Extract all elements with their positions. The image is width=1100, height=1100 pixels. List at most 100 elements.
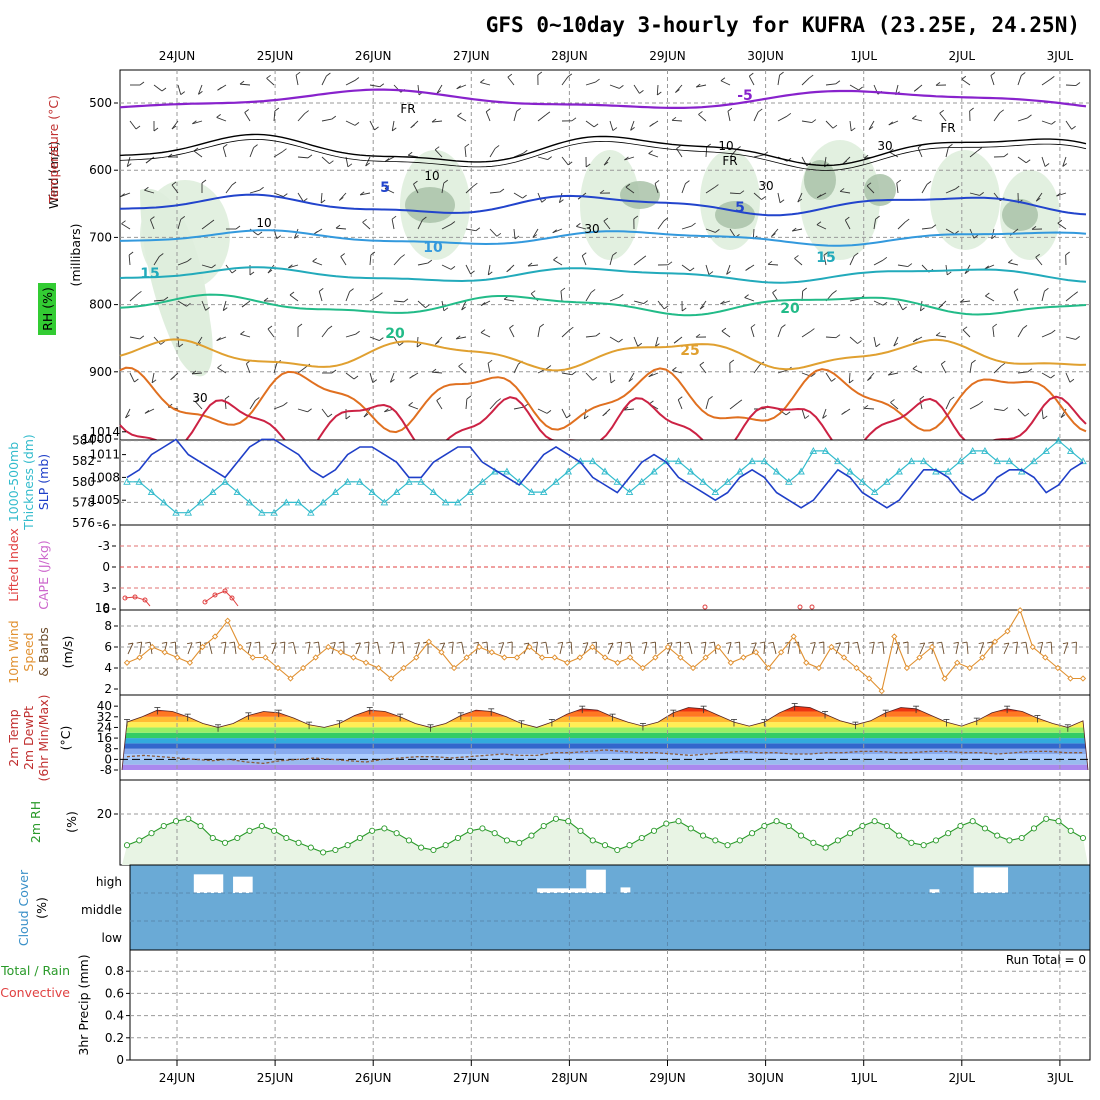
wind10-barb-flag	[1003, 642, 1009, 645]
wind10-barb-flag	[625, 641, 631, 644]
wind-barb-flag	[1062, 163, 1068, 167]
wind-barb-flag	[137, 290, 142, 295]
wind-barb	[888, 372, 899, 376]
wind-barb-flag	[1003, 407, 1009, 411]
rh2m-marker	[761, 822, 768, 830]
wind-barb-flag	[912, 115, 917, 119]
temperature-band	[122, 754, 1088, 760]
wind10-barb	[461, 642, 465, 655]
rh2m-marker	[1079, 834, 1087, 842]
wind-barb-flag	[810, 328, 815, 332]
wind-barb-flag	[850, 127, 856, 132]
wind-barb	[436, 400, 443, 410]
wind-barb	[537, 114, 547, 122]
wind-barb-flag	[581, 252, 587, 257]
rh2m-marker	[724, 842, 731, 849]
wind10-marker	[513, 654, 521, 661]
wind-barb	[609, 336, 619, 343]
wind-barb	[321, 118, 332, 122]
wind10-marker	[815, 664, 822, 672]
rh-blob	[930, 150, 1000, 250]
wind-barb	[794, 258, 803, 266]
wind-barb-flag	[464, 143, 470, 148]
wind-barb-flag	[757, 108, 763, 113]
wind-barb-flag	[685, 180, 690, 184]
rh2m-marker	[785, 822, 792, 830]
wind-barb	[485, 111, 491, 122]
wind-barb-flag	[349, 288, 354, 293]
wind10-barb-flag	[1020, 641, 1027, 644]
thickness-series	[127, 439, 1084, 514]
wind-barb	[507, 76, 515, 86]
wind10-marker	[1004, 628, 1011, 635]
wind-barb	[561, 329, 570, 338]
wind-barb	[321, 156, 330, 165]
wind-barb-flag	[409, 374, 414, 379]
wind-barb	[705, 187, 715, 194]
wind-barb	[360, 192, 371, 196]
wind10-barb-flag	[1071, 641, 1077, 644]
rh2m-marker	[638, 834, 645, 842]
wind10-barb-flag	[195, 641, 201, 644]
wind-barb-flag	[431, 368, 437, 373]
wind-barb-flag	[624, 156, 629, 161]
wind10-barb-flag	[818, 641, 824, 644]
thickness-marker	[368, 488, 376, 496]
temperature-band	[122, 748, 1088, 755]
lifted-index-tick-label: 3	[102, 581, 110, 595]
wind-barb-flag	[217, 86, 222, 91]
rh2m-marker	[1006, 837, 1013, 844]
bottom-date-label: 25JUN	[257, 1071, 294, 1085]
slp-ylabel: SLP (mb)	[36, 454, 51, 510]
instability-grid	[120, 525, 1090, 610]
wind-barb	[748, 75, 755, 86]
top-date-label: 25JUN	[257, 49, 294, 63]
temp2m-tick-label: 16	[97, 731, 112, 745]
wind10-barb-flag	[928, 641, 934, 644]
wind10-barb-flag	[523, 642, 529, 645]
wind-barb-flag	[990, 72, 996, 76]
thickness-marker	[564, 467, 572, 475]
wind-barb	[489, 191, 500, 194]
wind-barb	[391, 120, 395, 131]
wind10-marker	[186, 659, 194, 666]
wind-barb	[240, 333, 251, 338]
rh2m-marker	[552, 815, 560, 822]
thickness-marker	[270, 508, 278, 516]
wind-barb	[393, 336, 400, 346]
thickness-tick-label: 580	[72, 475, 95, 489]
rh2m-marker	[283, 834, 290, 842]
wind10-barb-flag	[768, 641, 774, 644]
wind-barb-flag	[186, 302, 191, 307]
top-date-label: 2JUL	[948, 49, 975, 63]
wind-barb-flag	[274, 107, 280, 112]
wind-barb	[750, 327, 755, 338]
wind-barb-flag	[379, 83, 385, 88]
thickness-marker	[209, 488, 217, 496]
wind-barb	[726, 264, 731, 275]
wind-barb	[558, 192, 563, 203]
wind10-marker	[136, 654, 143, 661]
wind-barb	[321, 75, 327, 86]
wind-barb	[962, 329, 971, 338]
wind-barb-flag	[961, 75, 967, 80]
wind-barb	[441, 224, 452, 230]
wind-barb-flag	[858, 86, 863, 91]
wind10-barb	[871, 642, 875, 655]
wind10-marker	[337, 649, 344, 656]
wind-barb	[919, 300, 923, 311]
wind-barb	[863, 407, 875, 410]
wind10-marker	[350, 654, 357, 661]
wind-barb	[897, 300, 904, 311]
wind10-barb-flag	[936, 641, 942, 644]
wind10-barb-flag	[650, 641, 656, 644]
thickness-marker	[625, 488, 634, 496]
wind10-marker	[538, 654, 546, 661]
wind-barb	[513, 228, 516, 239]
wind10-barb-flag	[953, 641, 959, 644]
wind10-marker	[765, 664, 772, 672]
wind10-barb-flag	[684, 641, 690, 644]
wind-barb-flag	[699, 361, 705, 366]
wind-barb-flag	[547, 156, 552, 160]
thickness-marker	[968, 446, 977, 454]
